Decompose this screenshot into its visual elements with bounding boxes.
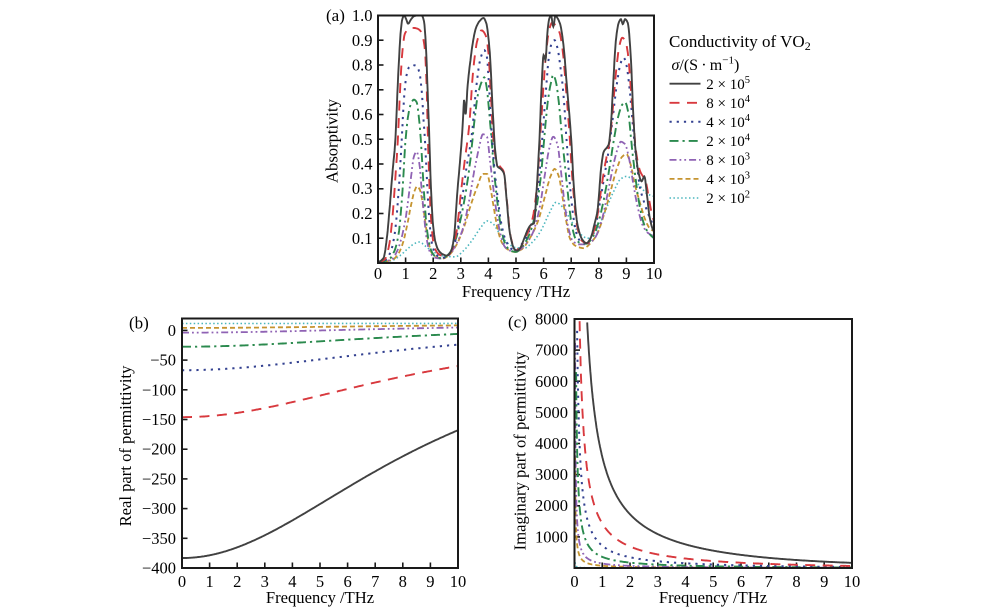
svg-text:3: 3: [457, 264, 465, 283]
svg-text:0.1: 0.1: [352, 229, 373, 248]
svg-text:9: 9: [820, 572, 828, 591]
svg-text:0.5: 0.5: [352, 130, 373, 149]
svg-text:2 × 102: 2 × 102: [706, 189, 750, 207]
svg-text:10: 10: [450, 572, 467, 591]
svg-text:8 × 103: 8 × 103: [706, 151, 750, 169]
svg-text:−200: −200: [142, 440, 176, 459]
svg-text:8: 8: [399, 572, 407, 591]
svg-text:1: 1: [401, 264, 409, 283]
svg-text:5: 5: [709, 572, 717, 591]
svg-text:2: 2: [233, 572, 241, 591]
svg-text:−150: −150: [142, 410, 176, 429]
svg-text:Frequency /THz: Frequency /THz: [462, 282, 570, 301]
svg-text:(c): (c): [508, 313, 527, 332]
svg-text:3: 3: [261, 572, 269, 591]
svg-text:0.4: 0.4: [352, 155, 373, 174]
svg-text:0: 0: [570, 572, 578, 591]
svg-text:8000: 8000: [535, 310, 568, 329]
svg-text:3: 3: [654, 572, 662, 591]
svg-text:4: 4: [484, 264, 492, 283]
svg-text:2: 2: [626, 572, 634, 591]
svg-text:0.3: 0.3: [352, 179, 373, 198]
svg-text:0.9: 0.9: [352, 31, 373, 50]
svg-text:4 × 103: 4 × 103: [706, 170, 750, 188]
svg-text:6: 6: [343, 572, 351, 591]
svg-text:Imaginary part of permittivity: Imaginary part of permittivity: [511, 351, 530, 550]
svg-text:0.6: 0.6: [352, 105, 373, 124]
svg-text:4: 4: [681, 572, 689, 591]
svg-text:1: 1: [205, 572, 213, 591]
svg-text:−250: −250: [142, 469, 176, 488]
svg-text:Conductivity of VO2: Conductivity of VO2: [669, 32, 811, 53]
svg-text:5000: 5000: [535, 403, 568, 422]
svg-text:1.0: 1.0: [352, 6, 373, 25]
svg-text:3000: 3000: [535, 465, 568, 484]
svg-text:0.7: 0.7: [352, 80, 373, 99]
svg-text:0.2: 0.2: [352, 204, 373, 223]
svg-text:5: 5: [316, 572, 324, 591]
svg-text:8: 8: [792, 572, 800, 591]
svg-text:(b): (b): [129, 314, 149, 333]
svg-text:6: 6: [539, 264, 547, 283]
svg-text:9: 9: [426, 572, 434, 591]
svg-text:4: 4: [288, 572, 296, 591]
svg-text:−300: −300: [142, 499, 176, 518]
svg-text:1: 1: [598, 572, 606, 591]
svg-text:2: 2: [429, 264, 437, 283]
svg-text:10: 10: [646, 264, 663, 283]
svg-text:Frequency /THz: Frequency /THz: [659, 588, 767, 607]
svg-text:1000: 1000: [535, 527, 568, 546]
svg-text:0: 0: [374, 264, 382, 283]
svg-text:0: 0: [178, 572, 186, 591]
svg-text:7: 7: [567, 264, 575, 283]
svg-text:4000: 4000: [535, 434, 568, 453]
svg-text:−100: −100: [142, 380, 176, 399]
svg-text:6000: 6000: [535, 372, 568, 391]
svg-text:7000: 7000: [535, 341, 568, 360]
svg-text:7: 7: [765, 572, 773, 591]
svg-text:−350: −350: [142, 529, 176, 548]
svg-text:0: 0: [168, 321, 176, 340]
svg-text:−50: −50: [150, 351, 176, 370]
svg-text:8: 8: [595, 264, 603, 283]
svg-text:Real part of permittivity: Real part of permittivity: [116, 365, 135, 527]
svg-text:8 × 104: 8 × 104: [706, 94, 750, 112]
svg-text:4 × 104: 4 × 104: [706, 113, 750, 131]
svg-text:2000: 2000: [535, 496, 568, 515]
svg-text:6: 6: [737, 572, 745, 591]
svg-text:2 × 104: 2 × 104: [706, 132, 750, 150]
svg-text:5: 5: [512, 264, 520, 283]
svg-text:10: 10: [844, 572, 861, 591]
svg-text:Frequency /THz: Frequency /THz: [266, 588, 374, 607]
svg-text:Absorptivity: Absorptivity: [323, 98, 342, 183]
svg-text:0.8: 0.8: [352, 56, 373, 75]
svg-text:−400: −400: [142, 559, 176, 578]
svg-text:7: 7: [371, 572, 379, 591]
svg-text:2 × 105: 2 × 105: [706, 75, 750, 93]
svg-text:9: 9: [622, 264, 630, 283]
svg-text:(a): (a): [326, 6, 345, 25]
